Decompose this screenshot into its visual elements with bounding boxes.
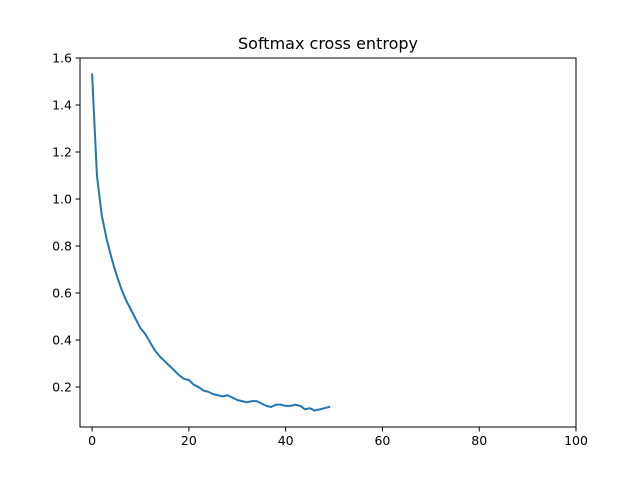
- x-tick-label: 40: [278, 433, 294, 448]
- plot-frame: [79, 57, 577, 428]
- chart-title: Softmax cross entropy: [238, 34, 418, 53]
- x-tick-label: 100: [564, 433, 588, 448]
- axis-ticks: 0 20 40 60 80 100 0.2 0.4 0.6 0.8 1.0 1.2 1.4 1.6: [52, 51, 588, 449]
- y-tick-label: 0.2: [52, 380, 72, 395]
- series-layer: [91, 73, 331, 412]
- y-tick-label: 1.4: [52, 98, 72, 113]
- y-tick-label: 0.6: [52, 286, 72, 301]
- x-tick-label: 0: [88, 433, 96, 448]
- y-tick-label: 1.2: [52, 145, 72, 160]
- y-tick-label: 0.8: [52, 239, 72, 254]
- series-line-0: [91, 73, 331, 412]
- y-tick-label: 0.4: [52, 333, 72, 348]
- x-tick-label: 20: [181, 433, 197, 448]
- y-tick-label: 1.6: [52, 51, 72, 66]
- x-tick-label: 60: [374, 433, 390, 448]
- x-tick-label: 80: [471, 433, 487, 448]
- y-tick-label: 1.0: [52, 192, 72, 207]
